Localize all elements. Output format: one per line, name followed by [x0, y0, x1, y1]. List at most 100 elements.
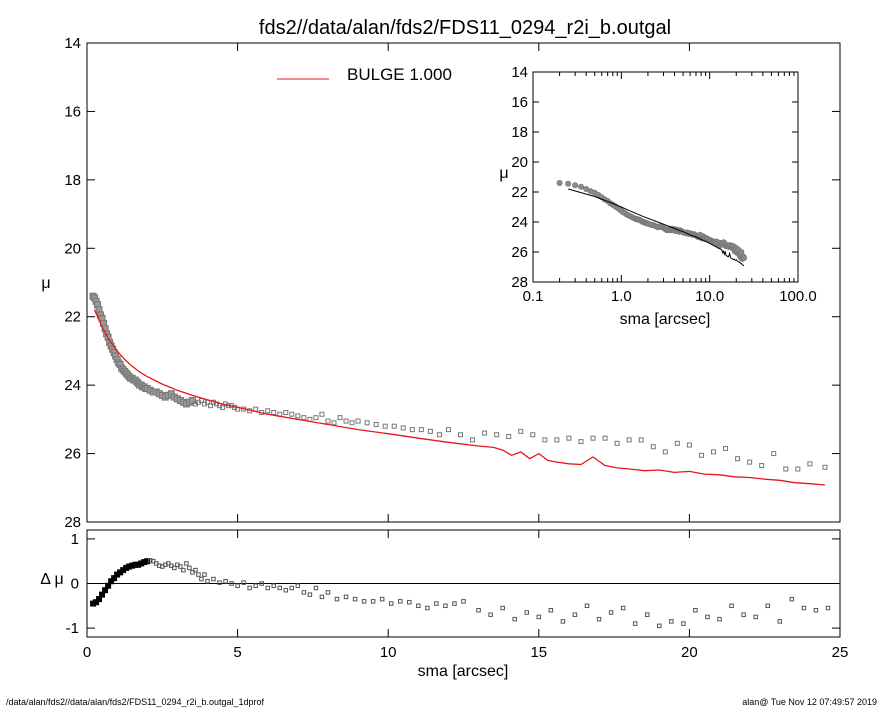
- residual-x-tick-label: 0: [83, 644, 91, 661]
- main-data-point: [400, 425, 406, 431]
- main-y-tick-label: 26: [64, 446, 81, 463]
- residual-data-point: [259, 581, 264, 586]
- inset-x-tick-label: 10.0: [695, 288, 724, 305]
- residual-data-point: [644, 612, 650, 617]
- residual-data-point: [334, 596, 340, 602]
- residual-data-point: [632, 621, 638, 626]
- inset-y-tick-label: 16: [511, 94, 528, 111]
- residual-data-point: [361, 599, 367, 604]
- residual-data-point: [434, 601, 439, 606]
- residual-x-tick-label: 20: [681, 644, 698, 661]
- residual-data-point: [105, 582, 112, 589]
- residual-data-point: [560, 619, 566, 624]
- inset-y-tick-label: 26: [511, 244, 528, 261]
- main-data-point: [662, 449, 668, 455]
- residual-data-point: [452, 601, 457, 606]
- inset-y-tick-label: 18: [511, 124, 528, 141]
- main-data-point: [494, 432, 500, 438]
- residual-data-point: [196, 572, 201, 577]
- figure-title: fds2//data/alan/fds2/FDS11_0294_r2i_b.ou…: [259, 17, 671, 39]
- main-data-point: [650, 444, 656, 450]
- main-data-point: [759, 463, 765, 469]
- inset-data-point: [572, 182, 579, 189]
- residual-data-point: [223, 579, 228, 584]
- main-plot-frame: [86, 42, 841, 523]
- residual-data-point: [657, 623, 662, 629]
- residual-y-tick-label: -1: [66, 620, 79, 637]
- main-data-point: [391, 423, 397, 429]
- residual-data-point: [319, 594, 325, 600]
- residual-data-point: [681, 621, 686, 626]
- inset-y-axis: 14 16 18 20 22 24 26 28: [511, 64, 798, 291]
- residual-data-point: [199, 576, 204, 582]
- main-y-tick-label: 14: [64, 35, 81, 52]
- main-y-tick-label: 28: [64, 514, 81, 531]
- residual-data-point: [669, 619, 674, 624]
- main-data-point: [331, 420, 337, 426]
- residual-data-point: [813, 608, 819, 613]
- residual-data-point: [825, 605, 831, 611]
- residual-data-point: [102, 587, 109, 594]
- residual-data-point: [370, 599, 376, 604]
- residual-data-point: [144, 558, 151, 565]
- main-data-point: [614, 440, 620, 446]
- main-data-point: [686, 442, 692, 448]
- residual-data-point: [253, 583, 258, 588]
- residual-y-axis: 1 0 -1: [66, 531, 840, 637]
- residual-data-point: [99, 591, 106, 598]
- bulge-model-line: [93, 309, 825, 486]
- main-data-point: [445, 427, 451, 433]
- residual-y-tick-label: 0: [71, 576, 79, 593]
- inset-x-tick-label: 1.0: [611, 288, 632, 305]
- residual-data-points: [90, 558, 831, 629]
- inset-model-line: [568, 188, 745, 267]
- inset-data-points: [556, 179, 748, 262]
- inset-data-point: [578, 183, 585, 190]
- residual-data-point: [425, 605, 430, 611]
- main-data-point: [301, 415, 307, 421]
- main-data-point: [313, 415, 319, 421]
- residual-data-point: [753, 614, 758, 620]
- residual-data-point: [512, 616, 517, 622]
- residual-data-point: [397, 599, 403, 604]
- main-data-point: [188, 397, 196, 405]
- inset-log-panel: 14 16 18 20 22 24 26 28 0.1 1.0 10.0 100.0 μ sma […: [499, 64, 816, 328]
- residual-data-point: [217, 580, 222, 585]
- residual-data-point: [584, 603, 590, 609]
- residual-data-point: [572, 612, 578, 617]
- main-data-point: [470, 437, 476, 443]
- residual-y-tick-label: 1: [71, 531, 79, 548]
- residual-data-point: [443, 603, 448, 609]
- main-data-points: [89, 292, 828, 472]
- inset-x-axis: 0.1 1.0 10.0 100.0: [523, 72, 817, 305]
- residual-data-point: [301, 590, 307, 595]
- residual-data-point: [524, 610, 530, 615]
- inset-x-axis-label: sma [arcsec]: [620, 311, 711, 328]
- main-data-point: [554, 437, 560, 443]
- residual-data-point: [765, 603, 770, 609]
- main-data-point: [364, 420, 370, 426]
- residual-data-point: [407, 599, 412, 605]
- main-data-point: [253, 406, 259, 412]
- main-data-point: [427, 428, 433, 434]
- main-data-point: [783, 466, 789, 472]
- residual-panel: 10-1 0 5 10 15 20 25 Δ μ sma [arcsec]: [40, 529, 848, 680]
- residual-data-point: [178, 564, 183, 569]
- main-data-point: [771, 451, 777, 457]
- residual-data-point: [476, 608, 481, 613]
- residual-data-point: [229, 581, 234, 586]
- residual-data-point: [777, 619, 783, 624]
- main-data-point: [349, 420, 355, 426]
- main-data-point: [337, 415, 343, 421]
- inset-x-tick-label: 0.1: [523, 288, 544, 305]
- residual-data-point: [379, 596, 385, 602]
- residual-data-point: [283, 587, 289, 593]
- main-data-point: [295, 413, 301, 419]
- residual-data-point: [416, 603, 421, 609]
- main-y-axis: 14 16 18 20 22 24 26 28: [64, 35, 841, 531]
- main-data-point: [578, 439, 584, 445]
- residual-data-point: [111, 575, 118, 582]
- main-data-point: [566, 435, 572, 441]
- residual-data-point: [181, 567, 186, 573]
- main-data-point: [602, 435, 608, 441]
